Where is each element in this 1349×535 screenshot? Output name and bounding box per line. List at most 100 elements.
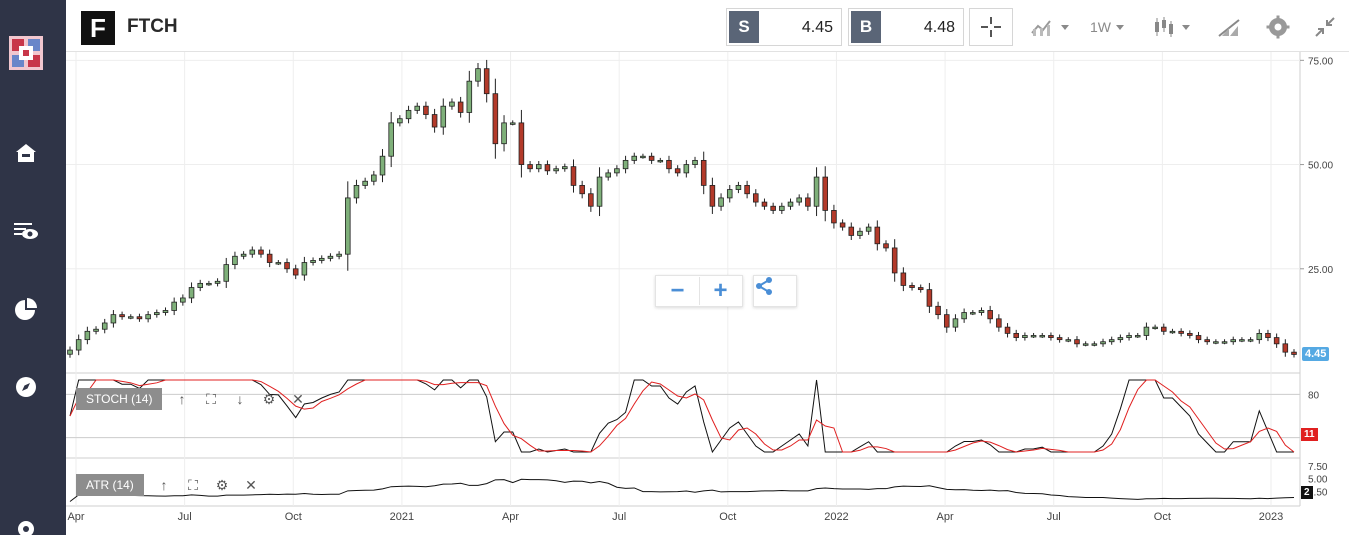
interval-value: 1W <box>1090 19 1111 35</box>
time-tick-label: Apr <box>67 511 84 523</box>
portfolio-pie-icon[interactable] <box>13 296 39 322</box>
candle <box>110 314 117 324</box>
maximize-icon[interactable]: ⛶ <box>188 476 198 493</box>
candle <box>188 287 195 299</box>
candle <box>709 185 716 207</box>
candle <box>891 247 898 274</box>
candle <box>1178 330 1184 334</box>
candle <box>223 264 230 282</box>
compare-button[interactable] <box>1022 8 1076 46</box>
candle <box>674 168 681 174</box>
candle <box>284 262 290 270</box>
candle <box>93 328 99 332</box>
time-tick-label: Jul <box>178 511 192 523</box>
candle <box>136 316 143 320</box>
candle <box>1126 335 1132 338</box>
candle <box>292 268 299 276</box>
crosshair-button[interactable] <box>969 8 1013 46</box>
candle <box>987 310 993 320</box>
candle <box>258 249 264 255</box>
move-up-icon[interactable]: ↑ <box>160 477 168 493</box>
candle <box>535 164 542 170</box>
candle <box>865 226 872 232</box>
home-icon[interactable] <box>13 140 39 166</box>
interval-selector[interactable]: 1W <box>1082 8 1132 46</box>
candle <box>371 174 377 182</box>
chart-canvas[interactable]: Apr Jul Oct 2021 Apr Jul Oct 2022 Apr Jul Oct 2023 7… <box>66 52 1349 535</box>
candle <box>1056 337 1063 341</box>
candle <box>570 166 577 186</box>
move-up-icon[interactable]: ↑ <box>178 391 186 407</box>
candle <box>206 282 212 286</box>
exit-fullscreen-button[interactable] <box>1306 8 1344 46</box>
candle <box>180 297 186 303</box>
candle <box>1100 341 1106 345</box>
candle <box>405 109 412 120</box>
chart-type-button[interactable] <box>1142 8 1198 46</box>
candle <box>423 105 429 115</box>
candle <box>1091 343 1098 346</box>
candle <box>761 201 768 207</box>
candle <box>1082 343 1089 346</box>
candle <box>509 122 516 125</box>
candle <box>917 287 924 291</box>
candle <box>831 210 837 224</box>
share-button[interactable] <box>753 275 797 307</box>
zoom-in-button[interactable]: + <box>713 277 728 304</box>
candle <box>101 322 108 330</box>
candle <box>1117 337 1124 341</box>
chart-area[interactable]: Apr Jul Oct 2021 Apr Jul Oct 2022 Apr Jul Oct 2023 7… <box>66 52 1349 535</box>
candle <box>735 185 742 190</box>
candle <box>700 159 707 186</box>
candle <box>588 193 594 207</box>
app-logo[interactable] <box>9 36 43 70</box>
gear-icon[interactable]: ⚙ <box>215 476 229 493</box>
candle <box>492 93 499 145</box>
stoch-k-line <box>69 379 1294 454</box>
zoom-out-button[interactable]: − <box>670 277 685 304</box>
candle <box>996 318 1002 328</box>
candle <box>162 310 169 313</box>
candle <box>640 155 646 159</box>
maximize-icon[interactable]: ⛶ <box>206 390 216 407</box>
candle <box>527 164 533 170</box>
stoch-tick-label: 80 <box>1308 390 1320 401</box>
candle <box>353 185 360 199</box>
stoch-indicator-label[interactable]: STOCH (14) <box>76 388 163 410</box>
candle <box>683 164 690 174</box>
candle <box>1030 335 1037 338</box>
candle <box>1230 339 1237 343</box>
candle <box>1239 339 1245 342</box>
chart-settings-button[interactable] <box>1258 8 1298 46</box>
move-down-icon[interactable]: ↓ <box>236 391 244 407</box>
atr-indicator-label[interactable]: ATR (14) <box>76 474 144 496</box>
candle <box>1195 335 1202 341</box>
time-tick-label: Oct <box>1154 511 1171 523</box>
candlestick-icon <box>1154 17 1173 37</box>
candle <box>345 197 351 255</box>
close-icon[interactable]: ✕ <box>245 476 257 493</box>
candle <box>1108 339 1115 343</box>
compass-icon[interactable] <box>13 374 39 400</box>
current-price-tag: 4.45 <box>1302 347 1330 361</box>
candle <box>440 105 447 128</box>
chevron-down-icon <box>1116 24 1124 30</box>
candle <box>1282 343 1289 353</box>
share-icon <box>756 277 772 295</box>
buy-button[interactable]: B 4.48 <box>848 8 964 46</box>
gear-icon[interactable]: ⚙ <box>262 390 276 407</box>
candle <box>249 249 256 255</box>
atr-tick-label: 7.50 <box>1308 462 1328 473</box>
candle <box>1204 339 1210 343</box>
candle <box>67 349 73 355</box>
price-tick-label: 75.00 <box>1308 56 1333 67</box>
watchlist-icon[interactable] <box>13 218 39 244</box>
drawing-tools-button[interactable] <box>1209 8 1249 46</box>
candle <box>318 257 325 261</box>
sell-button[interactable]: S 4.45 <box>726 8 842 46</box>
close-icon[interactable]: ✕ <box>292 390 304 407</box>
settings-icon[interactable] <box>13 516 39 535</box>
candle <box>1065 339 1072 342</box>
candle <box>796 197 802 203</box>
buy-label: B <box>851 11 881 43</box>
